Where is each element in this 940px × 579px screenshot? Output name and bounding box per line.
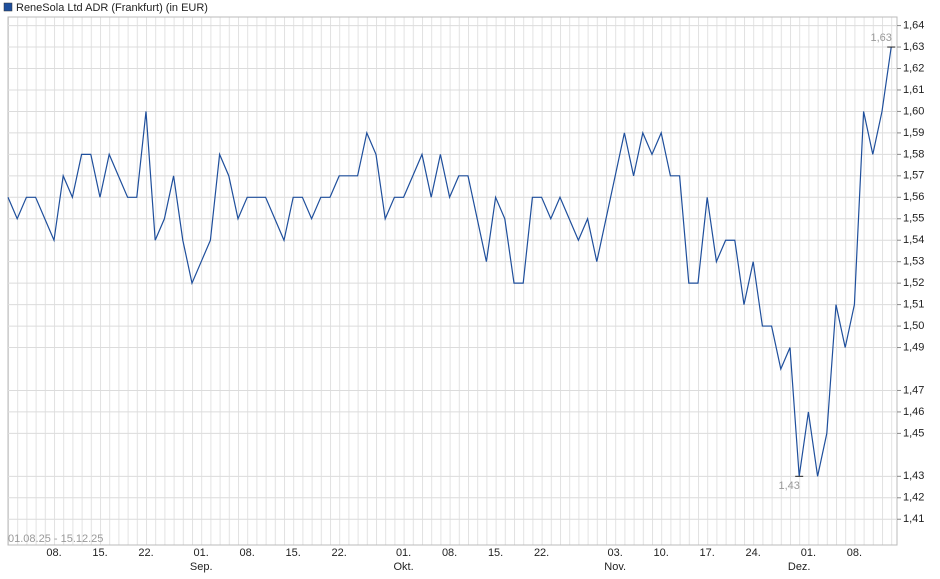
extreme-label: 1,43 <box>778 480 799 492</box>
x-tick-label: 08. <box>240 547 255 559</box>
x-tick-label: 01. <box>396 547 411 559</box>
plot-background <box>8 17 897 545</box>
y-tick-label: 1,62 <box>903 62 924 74</box>
x-month-label: Dez. <box>788 561 811 573</box>
y-tick-label: 1,42 <box>903 492 924 504</box>
plot-frame <box>7 16 898 546</box>
y-tick-label: 1,51 <box>903 299 924 311</box>
x-tick-label: 10. <box>654 547 669 559</box>
y-tick-label: 1,59 <box>903 127 924 139</box>
y-tick-label: 1,61 <box>903 84 924 96</box>
x-tick-label: 22. <box>138 547 153 559</box>
x-tick-label: 22. <box>332 547 347 559</box>
y-tick-label: 1,55 <box>903 213 924 225</box>
x-tick-label: 01. <box>801 547 816 559</box>
y-tick-label: 1,56 <box>903 191 924 203</box>
x-tick-label: 01. <box>194 547 209 559</box>
date-range: 01.08.25 - 15.12.25 <box>8 533 103 545</box>
x-tick-label: 15. <box>488 547 503 559</box>
x-tick-label: 08. <box>442 547 457 559</box>
y-tick-label: 1,60 <box>903 105 924 117</box>
y-tick-label: 1,54 <box>903 234 924 246</box>
x-tick-label: 08. <box>847 547 862 559</box>
x-month-label: Nov. <box>604 561 626 573</box>
x-tick-label: 24. <box>746 547 761 559</box>
y-tick-label: 1,45 <box>903 427 924 439</box>
x-tick-label: 17. <box>700 547 715 559</box>
y-tick-label: 1,63 <box>903 41 924 53</box>
y-tick-label: 1,41 <box>903 513 924 525</box>
y-tick-label: 1,57 <box>903 170 924 182</box>
x-tick-label: 15. <box>286 547 301 559</box>
y-tick-label: 1,58 <box>903 148 924 160</box>
x-tick-label: 22. <box>534 547 549 559</box>
y-tick-label: 1,50 <box>903 320 924 332</box>
chart-title: ReneSola Ltd ADR (Frankfurt) (in EUR) <box>16 2 208 14</box>
x-tick-label: 15. <box>92 547 107 559</box>
y-tick-label: 1,47 <box>903 384 924 396</box>
x-tick-label: 03. <box>608 547 623 559</box>
legend-swatch <box>3 2 13 12</box>
y-tick-label: 1,43 <box>903 470 924 482</box>
x-tick-label: 08. <box>46 547 61 559</box>
y-tick-label: 1,49 <box>903 341 924 353</box>
extreme-label: 1,63 <box>870 32 891 44</box>
y-tick-label: 1,52 <box>903 277 924 289</box>
x-month-label: Sep. <box>190 561 213 573</box>
y-tick-label: 1,53 <box>903 256 924 268</box>
x-month-label: Okt. <box>394 561 414 573</box>
y-tick-label: 1,46 <box>903 406 924 418</box>
price-line <box>7 46 892 477</box>
y-tick-label: 1,64 <box>903 19 924 31</box>
